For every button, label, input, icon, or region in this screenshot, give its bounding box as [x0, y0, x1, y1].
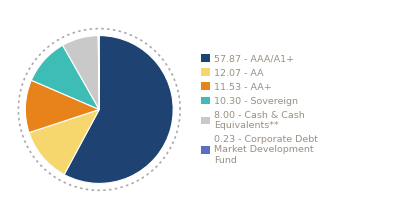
Wedge shape [64, 35, 173, 184]
Legend: 57.87 - AAA/A1+, 12.07 - AA, 11.53 - AA+, 10.30 - Sovereign, 8.00 - Cash & Cash
: 57.87 - AAA/A1+, 12.07 - AA, 11.53 - AA+… [201, 54, 318, 165]
Wedge shape [29, 110, 99, 175]
Wedge shape [98, 35, 99, 110]
Wedge shape [31, 45, 99, 110]
Wedge shape [63, 36, 99, 110]
Wedge shape [25, 80, 99, 133]
